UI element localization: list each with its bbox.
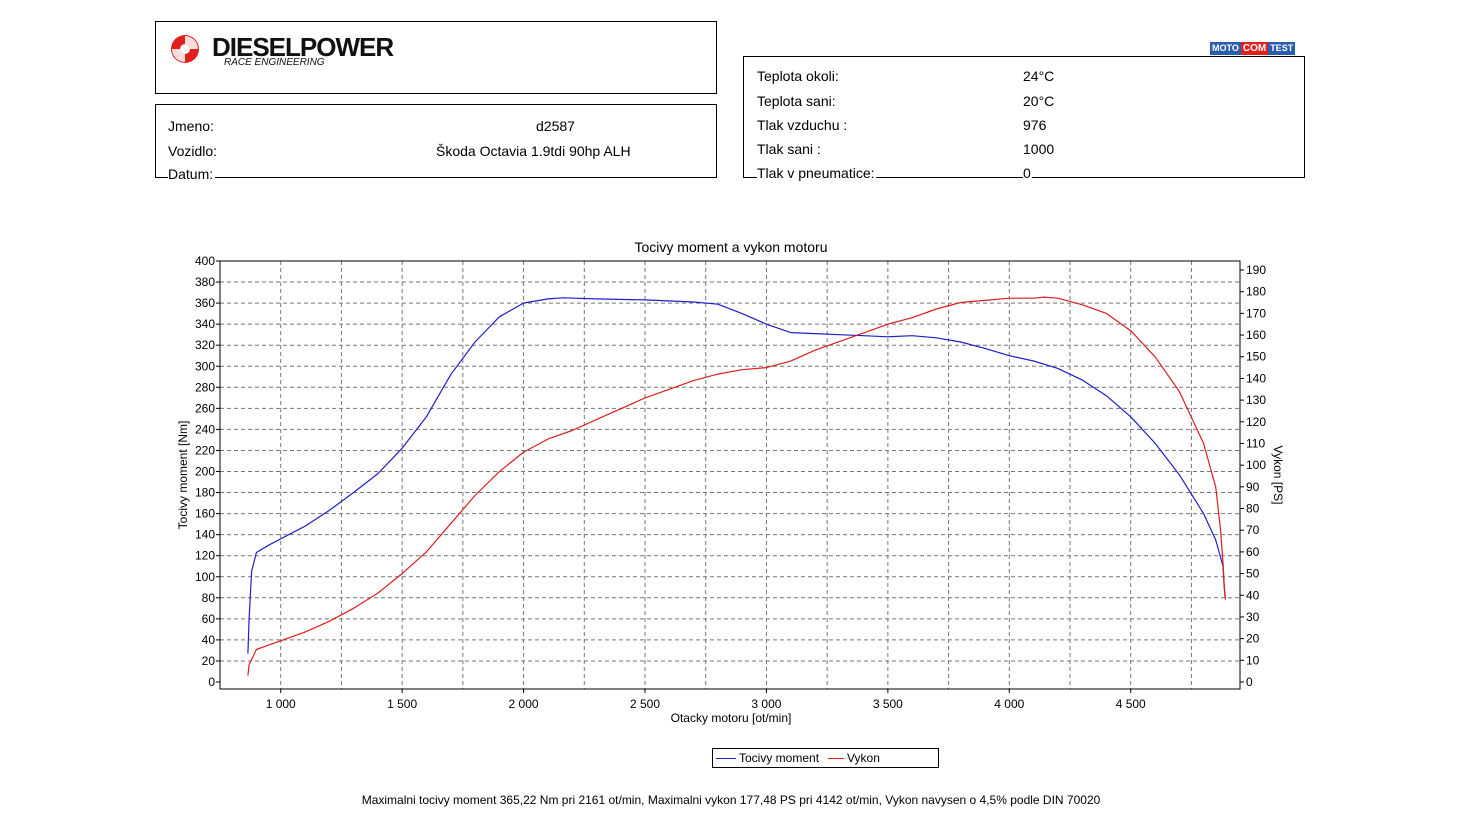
condition-label: Tlak v pneumatice: bbox=[757, 165, 876, 181]
y-left-tick-label: 160 bbox=[195, 507, 215, 521]
y-left-tick-label: 80 bbox=[202, 591, 216, 605]
y-right-tick-label: 0 bbox=[1246, 675, 1253, 689]
y-left-tick-label: 140 bbox=[195, 528, 215, 542]
condition-value: 1000 bbox=[1023, 141, 1055, 157]
x-axis: 1 000 1 500 2 000 2 500 3 000 3 500 4 000 4 500 bbox=[266, 689, 1146, 711]
y-left-tick-label: 340 bbox=[195, 317, 215, 331]
y-right-tick-label: 190 bbox=[1246, 263, 1266, 277]
legend-item-power: Vykon bbox=[828, 751, 880, 765]
condition-value: 0 bbox=[1023, 165, 1032, 181]
motocom-part-moto: MOTO bbox=[1210, 42, 1241, 55]
chart-grid bbox=[220, 261, 1240, 689]
x-tick-label: 4 500 bbox=[1116, 697, 1146, 711]
logo-brand: DIESELPOWER bbox=[212, 32, 394, 62]
vehicle-info-box bbox=[155, 104, 717, 178]
torque-series-line bbox=[247, 297, 1226, 654]
y-axis-left: 0 20 40 60 80 100 120 140 160 180 200 220 240 260 280 3… bbox=[195, 254, 220, 689]
y-axis-right-label: Vykon [PS] bbox=[1271, 446, 1285, 505]
condition-row: Tlak v pneumatice: 0 bbox=[757, 165, 1032, 183]
legend-label-torque: Tocivy moment bbox=[739, 751, 820, 765]
condition-label: Teplota sani: bbox=[757, 93, 836, 109]
condition-label: Teplota okoli: bbox=[757, 68, 839, 84]
conditions-box bbox=[743, 56, 1305, 178]
y-left-tick-label: 40 bbox=[202, 633, 216, 647]
y-axis-left-label: Tocivy moment [Nm] bbox=[176, 421, 190, 530]
y-right-tick-label: 30 bbox=[1246, 610, 1260, 624]
x-tick-label: 3 000 bbox=[751, 697, 781, 711]
motocomtest-logo: MOTO COM TEST bbox=[1210, 38, 1296, 55]
y-left-tick-label: 360 bbox=[195, 296, 215, 310]
condition-value: 20°C bbox=[1023, 93, 1055, 109]
logo-box: DIESELPOWER RACE ENGINEERING bbox=[155, 21, 717, 94]
summary-footer: Maximalni tocivy moment 365,22 Nm pri 21… bbox=[361, 793, 1101, 807]
condition-label: Tlak sani : bbox=[757, 141, 821, 157]
x-tick-label: 4 000 bbox=[994, 697, 1024, 711]
motocom-part-test: TEST bbox=[1268, 42, 1296, 55]
chart-series bbox=[247, 296, 1226, 676]
vehicle-date-label: Datum: bbox=[168, 166, 214, 182]
legend-label-power: Vykon bbox=[847, 751, 880, 765]
y-right-tick-label: 60 bbox=[1246, 545, 1260, 559]
y-right-tick-label: 130 bbox=[1246, 393, 1266, 407]
x-tick-label: 2 500 bbox=[630, 697, 660, 711]
y-right-tick-label: 10 bbox=[1246, 653, 1260, 667]
chart-legend: Tocivy moment Vykon bbox=[712, 748, 939, 768]
y-left-tick-label: 300 bbox=[195, 359, 215, 373]
y-right-tick-label: 120 bbox=[1246, 415, 1266, 429]
y-right-tick-label: 110 bbox=[1246, 436, 1265, 450]
y-left-tick-label: 260 bbox=[195, 401, 215, 415]
y-right-tick-label: 160 bbox=[1246, 328, 1266, 342]
legend-swatch-torque bbox=[716, 758, 736, 760]
y-left-tick-label: 0 bbox=[208, 675, 215, 689]
y-left-tick-label: 120 bbox=[195, 549, 215, 563]
x-axis-label: Otacky motoru [ot/min] bbox=[671, 711, 792, 725]
y-right-tick-label: 100 bbox=[1246, 458, 1266, 472]
x-tick-label: 3 500 bbox=[873, 697, 903, 711]
y-right-tick-label: 40 bbox=[1246, 588, 1260, 602]
plot-area-frame bbox=[219, 260, 1241, 690]
y-left-tick-label: 220 bbox=[195, 443, 215, 457]
vehicle-car-value: Škoda Octavia 1.9tdi 90hp ALH bbox=[436, 143, 631, 159]
y-right-tick-label: 70 bbox=[1246, 523, 1260, 537]
y-left-tick-label: 320 bbox=[195, 338, 215, 352]
vehicle-row-date: Datum: bbox=[168, 166, 216, 182]
y-right-tick-label: 170 bbox=[1246, 306, 1266, 320]
condition-label: Tlak vzduchu : bbox=[757, 117, 848, 133]
y-left-tick-label: 20 bbox=[202, 654, 216, 668]
vehicle-name-value: d2587 bbox=[536, 118, 575, 134]
condition-value: 24°C bbox=[1023, 68, 1055, 84]
power-series-line bbox=[247, 296, 1226, 676]
y-left-tick-label: 180 bbox=[195, 486, 215, 500]
y-left-tick-label: 380 bbox=[195, 275, 215, 289]
y-left-tick-label: 200 bbox=[195, 465, 215, 479]
y-left-tick-label: 100 bbox=[195, 570, 215, 584]
y-right-tick-label: 50 bbox=[1246, 567, 1260, 581]
y-right-tick-label: 90 bbox=[1246, 480, 1260, 494]
y-right-tick-label: 150 bbox=[1246, 350, 1266, 364]
vehicle-name-label: Jmeno: bbox=[168, 118, 214, 134]
x-tick-label: 1 500 bbox=[387, 697, 417, 711]
y-left-tick-label: 400 bbox=[195, 254, 215, 268]
chart-title: Tocivy moment a vykon motoru bbox=[635, 239, 828, 255]
turbo-logo-icon bbox=[171, 35, 199, 63]
legend-swatch-power bbox=[828, 758, 844, 760]
condition-value: 976 bbox=[1023, 117, 1047, 133]
y-axis-right: 0 10 20 30 40 50 60 70 80 90 100 110 120 130 140 150 160… bbox=[1240, 263, 1266, 689]
y-left-tick-label: 60 bbox=[202, 612, 216, 626]
motocom-part-com: COM bbox=[1240, 42, 1269, 55]
y-left-tick-label: 240 bbox=[195, 422, 215, 436]
y-right-tick-label: 140 bbox=[1246, 371, 1266, 385]
legend-item-torque: Tocivy moment bbox=[716, 751, 819, 765]
y-right-tick-label: 80 bbox=[1246, 502, 1260, 516]
x-tick-label: 1 000 bbox=[266, 697, 296, 711]
y-right-tick-label: 180 bbox=[1246, 285, 1266, 299]
vehicle-car-label: Vozidlo: bbox=[168, 143, 218, 159]
y-left-tick-label: 280 bbox=[195, 380, 215, 394]
y-right-tick-label: 20 bbox=[1246, 632, 1260, 646]
logo-subtitle: RACE ENGINEERING bbox=[224, 57, 325, 68]
x-tick-label: 2 000 bbox=[509, 697, 539, 711]
